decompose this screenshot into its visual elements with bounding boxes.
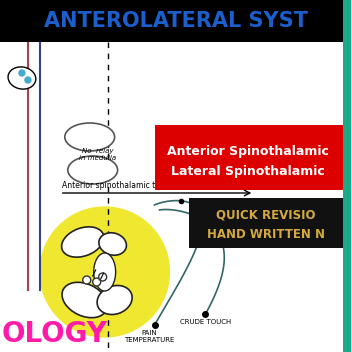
Ellipse shape <box>8 67 36 89</box>
Ellipse shape <box>62 282 107 318</box>
Ellipse shape <box>99 233 126 255</box>
Ellipse shape <box>97 285 132 315</box>
Text: PAIN
TEMPERATURE: PAIN TEMPERATURE <box>124 330 175 343</box>
Bar <box>155 125 343 190</box>
Circle shape <box>19 70 25 76</box>
Text: HAND WRITTEN N: HAND WRITTEN N <box>207 227 325 240</box>
Bar <box>343 0 351 352</box>
Ellipse shape <box>68 156 118 184</box>
Bar <box>189 198 343 248</box>
Bar <box>0 0 351 42</box>
Circle shape <box>25 77 31 83</box>
Circle shape <box>40 207 169 337</box>
Circle shape <box>99 273 107 281</box>
Text: ANTEROLATERAL SYST: ANTEROLATERAL SYST <box>44 11 307 31</box>
Text: OLOGY: OLOGY <box>2 320 108 348</box>
Text: Lateral Spinothalamic: Lateral Spinothalamic <box>171 165 325 178</box>
Text: Anterior spinothalamic tract: Anterior spinothalamic tract <box>62 181 170 190</box>
Text: Anterior Spinothalamic: Anterior Spinothalamic <box>167 145 329 157</box>
Circle shape <box>83 276 91 284</box>
Text: QUICK REVISIO: QUICK REVISIO <box>216 208 316 221</box>
Ellipse shape <box>65 123 115 151</box>
Circle shape <box>93 278 101 286</box>
Ellipse shape <box>94 253 116 291</box>
Bar <box>0 42 343 352</box>
Text: CRUDE TOUCH: CRUDE TOUCH <box>180 319 231 325</box>
Text: No  relay
in medulla: No relay in medulla <box>79 149 116 162</box>
Ellipse shape <box>62 227 104 257</box>
